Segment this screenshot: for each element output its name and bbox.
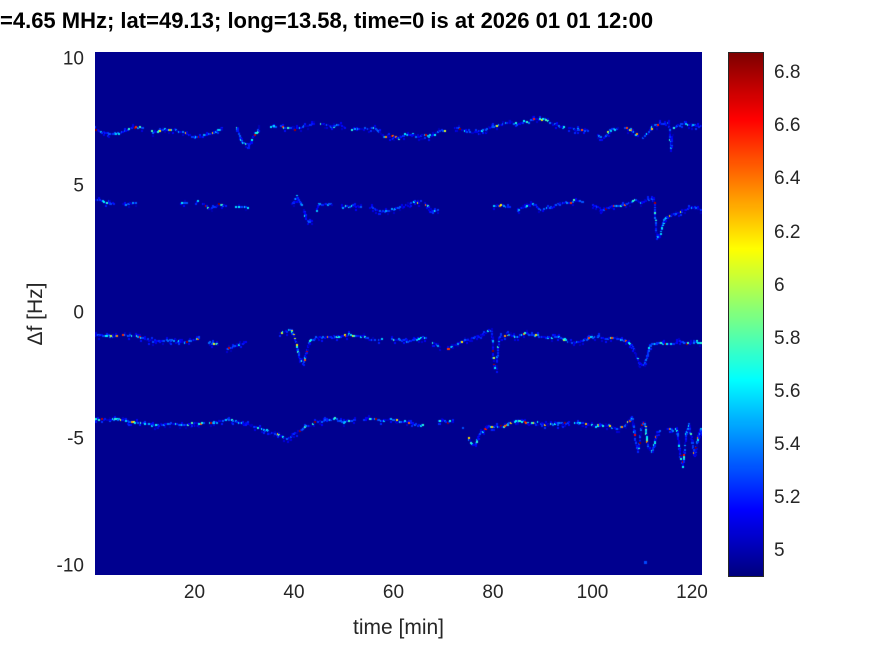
tick-label: 5.8 bbox=[774, 327, 801, 349]
tick-label: 5 bbox=[73, 175, 84, 197]
tick-label: 10 bbox=[62, 48, 84, 70]
tick-label: 20 bbox=[183, 582, 206, 603]
heatmap-canvas bbox=[95, 52, 702, 575]
tick-label: 120 bbox=[676, 582, 708, 603]
colorbar bbox=[728, 52, 764, 577]
tick-label: 40 bbox=[283, 582, 305, 603]
tick-label: 6.6 bbox=[774, 115, 801, 137]
tick-label: 5 bbox=[774, 540, 785, 562]
tick-label: 5.4 bbox=[774, 433, 801, 455]
tick-label: 5.6 bbox=[774, 380, 801, 402]
colorbar-ticks: 5 5.2 5.4 5.6 5.8 6 6.2 6.4 6.6 6.8 bbox=[774, 52, 869, 575]
x-axis-ticks: 20 40 60 80 100 120 bbox=[95, 582, 708, 608]
tick-label: 6.8 bbox=[774, 62, 801, 84]
tick-label: 80 bbox=[482, 582, 504, 603]
tick-label: -5 bbox=[67, 428, 84, 450]
tick-label: 6 bbox=[774, 274, 785, 296]
tick-label: 100 bbox=[576, 582, 609, 603]
tick-label: 5.2 bbox=[774, 487, 801, 508]
plot-title: =4.65 MHz; lat=49.13; long=13.58, time=0… bbox=[0, 8, 654, 33]
y-axis-ticks: 10 5 0 -5 -10 bbox=[0, 48, 84, 577]
tick-label: 6.2 bbox=[774, 221, 801, 243]
tick-label: 60 bbox=[382, 582, 405, 603]
tick-label: 0 bbox=[73, 302, 84, 324]
tick-label: -10 bbox=[56, 555, 84, 577]
x-axis-label: time [min] bbox=[352, 616, 444, 639]
tick-label: 6.4 bbox=[774, 168, 801, 190]
